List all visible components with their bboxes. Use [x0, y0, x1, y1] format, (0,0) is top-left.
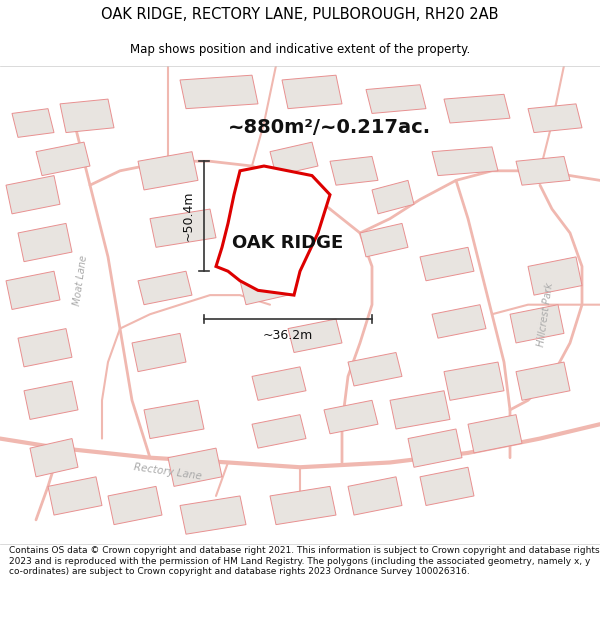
Text: Rectory Lane: Rectory Lane [133, 462, 203, 482]
Polygon shape [240, 271, 288, 304]
Text: ~36.2m: ~36.2m [263, 329, 313, 342]
Polygon shape [372, 181, 414, 214]
Polygon shape [324, 400, 378, 434]
Polygon shape [150, 209, 216, 248]
Polygon shape [408, 429, 462, 468]
Polygon shape [282, 75, 342, 109]
Polygon shape [24, 381, 78, 419]
Polygon shape [366, 85, 426, 114]
Text: Contains OS data © Crown copyright and database right 2021. This information is : Contains OS data © Crown copyright and d… [9, 546, 599, 576]
Polygon shape [270, 142, 318, 176]
Polygon shape [528, 104, 582, 132]
Polygon shape [108, 486, 162, 524]
Polygon shape [6, 271, 60, 309]
Polygon shape [330, 156, 378, 185]
Polygon shape [18, 329, 72, 367]
Polygon shape [60, 99, 114, 132]
Text: OAK RIDGE: OAK RIDGE [232, 234, 344, 251]
Polygon shape [516, 362, 570, 400]
Polygon shape [138, 152, 198, 190]
Polygon shape [516, 156, 570, 185]
Polygon shape [36, 142, 90, 176]
Polygon shape [180, 75, 258, 109]
Text: Moat Lane: Moat Lane [73, 255, 89, 307]
Polygon shape [12, 109, 54, 138]
Polygon shape [48, 477, 102, 515]
Polygon shape [180, 496, 246, 534]
Polygon shape [348, 477, 402, 515]
Text: ~880m²/~0.217ac.: ~880m²/~0.217ac. [228, 118, 431, 138]
Polygon shape [270, 209, 318, 242]
Polygon shape [144, 400, 204, 439]
Polygon shape [420, 248, 474, 281]
Polygon shape [132, 333, 186, 372]
Polygon shape [432, 147, 498, 176]
Polygon shape [528, 257, 582, 295]
Polygon shape [432, 304, 486, 338]
Polygon shape [348, 352, 402, 386]
Polygon shape [444, 94, 510, 123]
Polygon shape [168, 448, 222, 486]
Text: Hillcrest Park: Hillcrest Park [536, 281, 556, 347]
Polygon shape [270, 486, 336, 524]
Polygon shape [252, 367, 306, 400]
Polygon shape [444, 362, 504, 400]
Polygon shape [252, 414, 306, 448]
Polygon shape [138, 271, 192, 304]
Text: OAK RIDGE, RECTORY LANE, PULBOROUGH, RH20 2AB: OAK RIDGE, RECTORY LANE, PULBOROUGH, RH2… [101, 7, 499, 22]
Polygon shape [360, 223, 408, 257]
Polygon shape [420, 468, 474, 506]
Polygon shape [18, 223, 72, 262]
Text: ~50.4m: ~50.4m [182, 191, 195, 241]
Polygon shape [6, 176, 60, 214]
Polygon shape [288, 319, 342, 352]
Polygon shape [468, 414, 522, 453]
Polygon shape [390, 391, 450, 429]
Polygon shape [216, 166, 330, 295]
Polygon shape [30, 439, 78, 477]
Text: Map shows position and indicative extent of the property.: Map shows position and indicative extent… [130, 42, 470, 56]
Polygon shape [510, 304, 564, 343]
